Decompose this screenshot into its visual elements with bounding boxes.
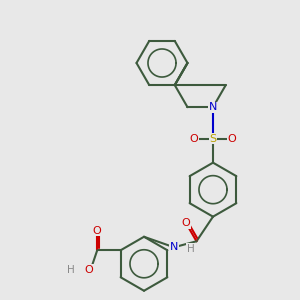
Text: N: N bbox=[209, 102, 217, 112]
Text: H: H bbox=[187, 244, 194, 254]
Text: N: N bbox=[170, 242, 178, 252]
Text: H: H bbox=[67, 265, 75, 275]
Text: O: O bbox=[93, 226, 102, 236]
Text: O: O bbox=[227, 134, 236, 144]
Text: O: O bbox=[182, 218, 190, 228]
Text: O: O bbox=[85, 265, 94, 275]
Text: S: S bbox=[209, 134, 217, 144]
Text: O: O bbox=[190, 134, 199, 144]
